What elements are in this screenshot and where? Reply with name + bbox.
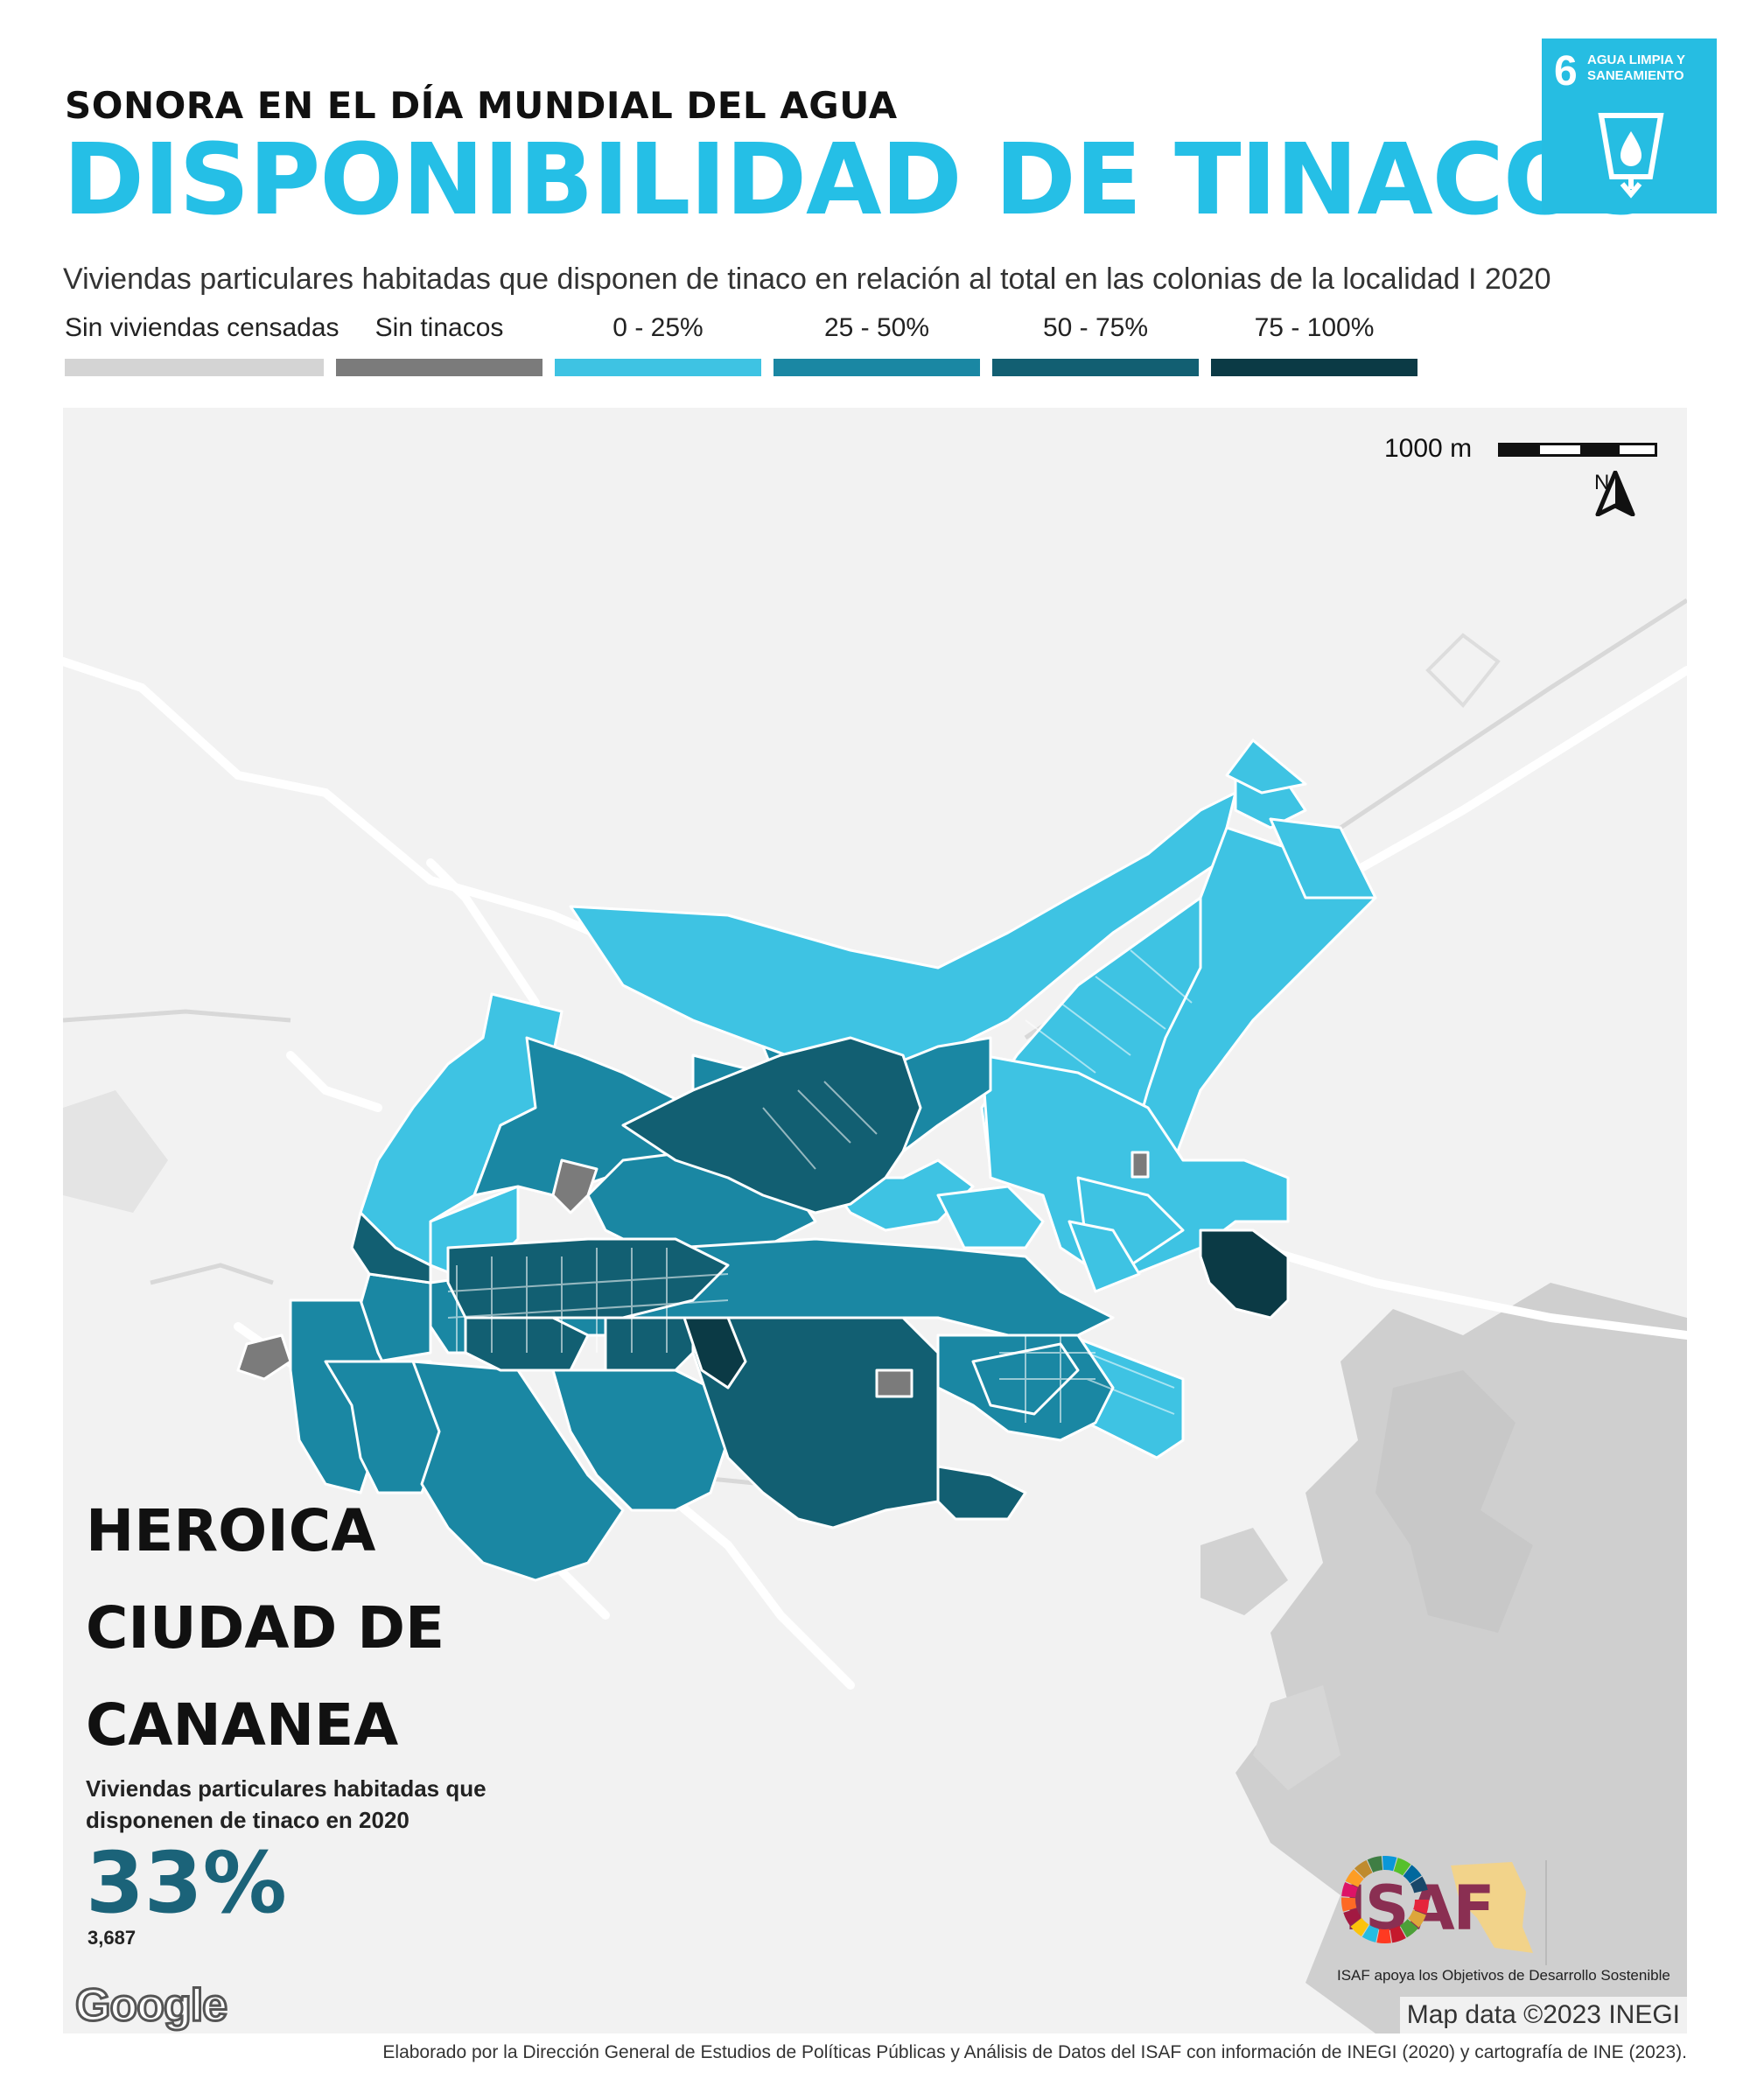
map-panel[interactable]: 1000 m N HEROICA CIUDAD DE CANANEA Vivie…	[63, 408, 1687, 2034]
sdg-wheel-icon	[1341, 1856, 1429, 1943]
stat-label: Viviendas particulares habitadas que dis…	[86, 1775, 486, 1833]
isaf-caption: ISAF apoya los Objetivos de Desarrollo S…	[1337, 1967, 1670, 1984]
footer-credit: Elaborado por la Dirección General de Es…	[382, 2042, 1687, 2062]
street-grid	[447, 1248, 729, 1353]
choropleth-map	[63, 598, 1687, 2034]
colonia-50-75	[621, 1036, 922, 1214]
stat-count: 3,687	[88, 1927, 136, 1949]
subtitle: Viviendas particulares habitadas que dis…	[63, 262, 1551, 296]
sonora-shape-icon	[1451, 1862, 1533, 1953]
isaf-logo-block: ISAF ISAF apoy	[1337, 1852, 1687, 1984]
road	[63, 1009, 291, 1023]
street-grid	[1086, 1352, 1175, 1415]
road	[426, 858, 540, 1007]
colonia-0-25	[1269, 817, 1377, 900]
legend-label: Sin tinacos	[374, 313, 504, 342]
google-logo: Google	[74, 1979, 228, 2033]
road	[671, 1497, 855, 1690]
legend-item: 25 - 50%	[774, 313, 980, 376]
colonia-25-50	[551, 1368, 730, 1512]
colonia-50-75	[936, 1465, 1027, 1521]
scale-bar	[1498, 443, 1657, 457]
colonia-0-25	[936, 1185, 1045, 1250]
legend: Sin viviendas censadas Sin tinacos 0 - 2…	[65, 313, 1419, 376]
colonia-25-50	[411, 1360, 625, 1582]
legend-swatch	[1211, 359, 1418, 376]
water-glass-icon	[1598, 113, 1664, 199]
legend-swatch	[992, 359, 1199, 376]
colonia-0-25	[1225, 738, 1307, 794]
terrain-shape	[1200, 1528, 1288, 1615]
legend-swatch	[65, 359, 324, 376]
terrain-shape	[1376, 1370, 1533, 1633]
legend-item: Sin viviendas censadas	[65, 313, 340, 376]
city-line-2: CIUDAD DE	[86, 1594, 445, 1662]
colonia-sin-tinacos	[551, 1158, 598, 1214]
stat-percentage: 33%	[86, 1834, 287, 1932]
road	[286, 1051, 382, 1112]
terrain-shape	[1236, 1283, 1687, 2034]
road	[1425, 633, 1501, 708]
colonia-50-75	[350, 1211, 432, 1284]
sdg-text: AGUA LIMPIA Y SANEAMIENTO	[1587, 52, 1685, 83]
north-label: N	[1594, 471, 1610, 494]
legend-label: 50 - 75%	[1042, 313, 1149, 342]
legend-swatch	[336, 359, 542, 376]
legend-swatch	[555, 359, 761, 376]
legend-item: 50 - 75%	[992, 313, 1199, 376]
city-line-1: HEROICA	[86, 1497, 376, 1564]
north-arrow: N	[1594, 471, 1635, 516]
map-attribution: Map data ©2023 INEGI	[1399, 1997, 1687, 2034]
colonia-50-75	[604, 1316, 695, 1372]
terrain-shape	[63, 1090, 168, 1213]
colonia-75-100	[1199, 1228, 1290, 1320]
street-grid	[999, 1335, 1096, 1423]
scale-label: 1000 m	[1384, 434, 1473, 463]
page-title: DISPONIBILIDAD DE TINACOS	[63, 123, 1656, 237]
city-name: HEROICA CIUDAD DE CANANEA	[86, 1482, 611, 1774]
street-grid	[762, 1081, 878, 1170]
terrain-shape	[1253, 1685, 1340, 1790]
north-arrow-icon	[1595, 471, 1635, 516]
sdg-number: 6	[1554, 48, 1578, 94]
street-grid	[1025, 949, 1193, 1074]
colonia-sin-tinacos	[1130, 1151, 1150, 1179]
legend-item: Sin tinacos	[336, 313, 542, 376]
colonia-0-25	[1068, 1220, 1141, 1293]
colonia-sin-tinacos	[875, 1368, 914, 1398]
legend-label: 25 - 50%	[823, 313, 930, 342]
legend-swatch	[774, 359, 980, 376]
legend-item: 0 - 25%	[555, 313, 761, 376]
supertitle: SONORA EN EL DÍA MUNDIAL DEL AGUA	[65, 84, 898, 127]
legend-label: 75 - 100%	[1254, 313, 1375, 342]
legend-item: 75 - 100%	[1211, 313, 1418, 376]
city-line-3: CANANEA	[86, 1691, 399, 1759]
colonia-sin-tinacos	[236, 1334, 292, 1381]
sdg6-badge: 6 AGUA LIMPIA Y SANEAMIENTO	[1542, 38, 1717, 214]
legend-label: Sin viviendas censadas	[65, 313, 340, 342]
legend-label: 0 - 25%	[612, 313, 704, 342]
colonia-75-100	[682, 1316, 747, 1390]
divider	[1545, 1860, 1547, 1965]
road	[150, 1263, 274, 1285]
